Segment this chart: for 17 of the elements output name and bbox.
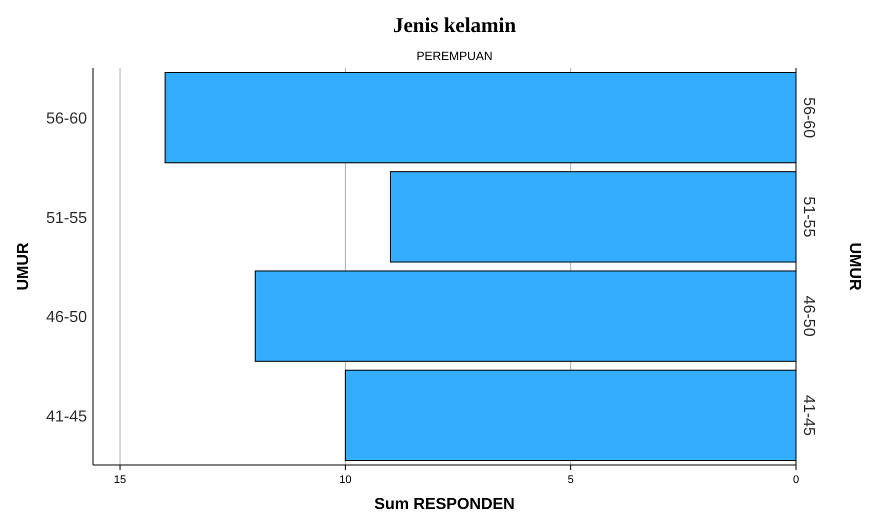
y2-axis-title: UMUR	[846, 242, 863, 291]
chart-subtitle: PEREMPUAN	[416, 49, 493, 63]
y-tick-label: 41-45	[46, 408, 88, 426]
category-label: 41-45	[800, 394, 817, 436]
y-tick-label: 56-60	[46, 110, 88, 128]
category-label: 51-55	[800, 196, 817, 238]
x-tick-label: 0	[792, 474, 800, 486]
x-axis-title: Sum RESPONDEN	[374, 496, 515, 513]
y-tick-label: 51-55	[46, 210, 88, 227]
y-tick-label: 46-50	[46, 309, 88, 326]
y-axis-title: UMUR	[15, 242, 32, 290]
x-tick-label: 15	[114, 474, 126, 486]
x-tick-label: 10	[339, 474, 352, 486]
chart-title: Jenis kelamin	[392, 13, 516, 37]
category-label: 56-60	[800, 97, 817, 138]
x-tick-label: 5	[568, 474, 574, 486]
category-label: 46-50	[800, 296, 817, 337]
